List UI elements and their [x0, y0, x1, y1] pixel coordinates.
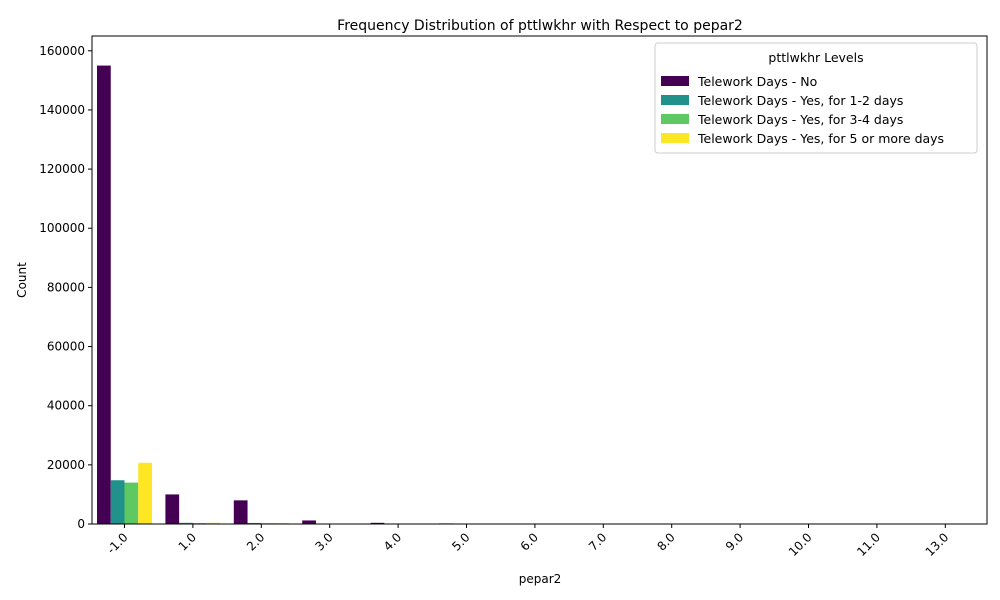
legend-swatch — [661, 76, 689, 86]
chart-title: Frequency Distribution of pttlwkhr with … — [337, 18, 743, 34]
y-tick-label: 140000 — [39, 103, 85, 117]
y-tick-label: 40000 — [47, 399, 85, 413]
y-tick-label: 20000 — [47, 458, 85, 472]
bar-3.0-series-0 — [302, 520, 316, 524]
y-ticks-group: 0 20000 40000 60000 80000 100000 120000 140000 1… — [39, 44, 92, 531]
legend-label: Telework Days - No — [697, 74, 817, 89]
legend: pttlwkhr Levels Telework Days - NoTelewo… — [654, 42, 978, 154]
y-tick-label: 120000 — [39, 162, 85, 176]
bar--1.0-series-3 — [138, 462, 152, 524]
legend-title: pttlwkhr Levels — [768, 50, 863, 65]
legend-label: Telework Days - Yes, for 1-2 days — [697, 93, 903, 108]
legend-swatch — [661, 133, 689, 143]
bar--1.0-series-2 — [124, 482, 139, 524]
y-axis-label: Count — [15, 262, 29, 298]
bar-2.0-series-1 — [247, 522, 262, 524]
legend-swatch — [661, 114, 689, 124]
legend-box — [654, 42, 978, 154]
bar-2.0-series-0 — [233, 500, 248, 524]
bar-2.0-series-3 — [275, 522, 289, 524]
legend-swatch — [661, 95, 689, 105]
bar--1.0-series-1 — [110, 480, 125, 524]
bars-group — [97, 65, 864, 524]
y-tick-label: 60000 — [47, 340, 85, 354]
bar-4.0-series-0 — [370, 522, 385, 524]
legend-label: Telework Days - Yes, for 3-4 days — [697, 112, 903, 127]
x-axis-label: pepar2 — [519, 572, 562, 586]
y-tick-label: 160000 — [39, 44, 85, 58]
bar-1.0-series-0 — [165, 494, 180, 524]
y-tick-label: 80000 — [47, 280, 85, 294]
bar-1.0-series-1 — [179, 522, 193, 524]
bar-1.0-series-3 — [206, 522, 221, 524]
y-tick-label: 0 — [77, 517, 85, 531]
y-tick-label: 100000 — [39, 221, 85, 235]
legend-label: Telework Days - Yes, for 5 or more days — [697, 131, 944, 146]
bar--1.0-series-0 — [97, 65, 111, 524]
legend-items: Telework Days - No Telework Days - Yes, f… — [661, 74, 944, 146]
plot-frame — [91, 35, 988, 525]
